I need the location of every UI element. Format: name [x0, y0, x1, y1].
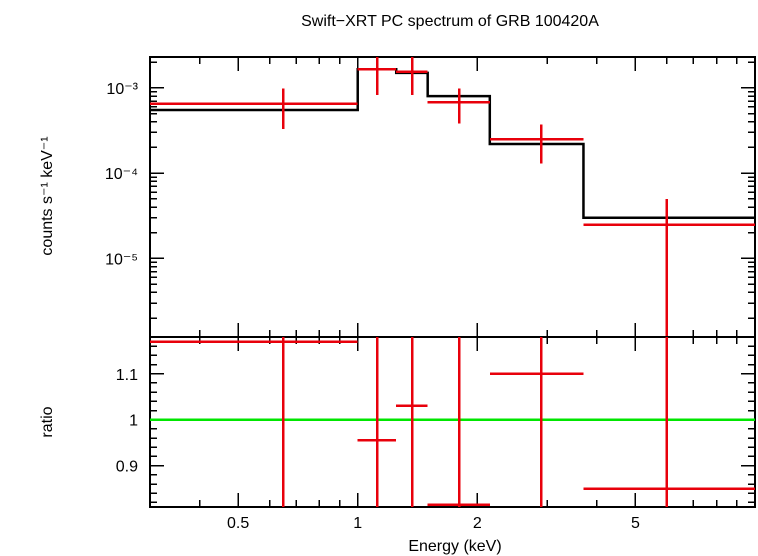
spectrum-data-point — [357, 57, 397, 96]
spectrum-y-tick-label: 10⁻⁴ — [105, 166, 138, 183]
ratio-data-point — [583, 337, 755, 507]
spectrum-data-point — [396, 57, 428, 96]
chart-title: Swift−XRT PC spectrum of GRB 100420A — [301, 13, 599, 30]
x-tick-label: 2 — [473, 515, 482, 532]
ratio-panel: 0.5 1 2 5 0.9 1 1.1 — [116, 336, 756, 532]
spectrum-data-point — [427, 88, 490, 124]
x-axis-label: Energy (keV) — [408, 538, 501, 555]
spectrum-y-tick-label: 10⁻³ — [106, 81, 138, 98]
spectrum-frame — [149, 56, 756, 338]
x-tick-label: 0.5 — [227, 515, 249, 532]
ratio-frame — [149, 336, 756, 508]
x-tick-label: 1 — [353, 515, 362, 532]
x-tick-label: 5 — [631, 515, 640, 532]
spectrum-y-axis-label: counts s⁻¹ keV⁻¹ — [39, 136, 56, 255]
spectrum-panel: 10⁻³ 10⁻⁴ 10⁻⁵ — [105, 56, 756, 338]
model-step-line — [150, 68, 755, 220]
ratio-y-tick-label: 1 — [129, 413, 138, 430]
ratio-data-point — [357, 337, 397, 507]
ratio-y-tick-label: 1.1 — [116, 367, 138, 384]
ratio-y-tick-label: 0.9 — [116, 459, 138, 476]
spectrum-data-point — [489, 124, 584, 164]
spectrum-y-tick-label: 10⁻⁵ — [105, 251, 138, 268]
ratio-data-point — [150, 337, 358, 507]
spectrum-data-point — [150, 88, 358, 129]
ratio-y-axis-label: ratio — [39, 406, 56, 437]
spectrum-data-point — [583, 198, 755, 337]
ratio-data-point — [427, 337, 490, 507]
ratio-data-point — [489, 337, 584, 507]
ratio-data-point — [396, 337, 428, 507]
